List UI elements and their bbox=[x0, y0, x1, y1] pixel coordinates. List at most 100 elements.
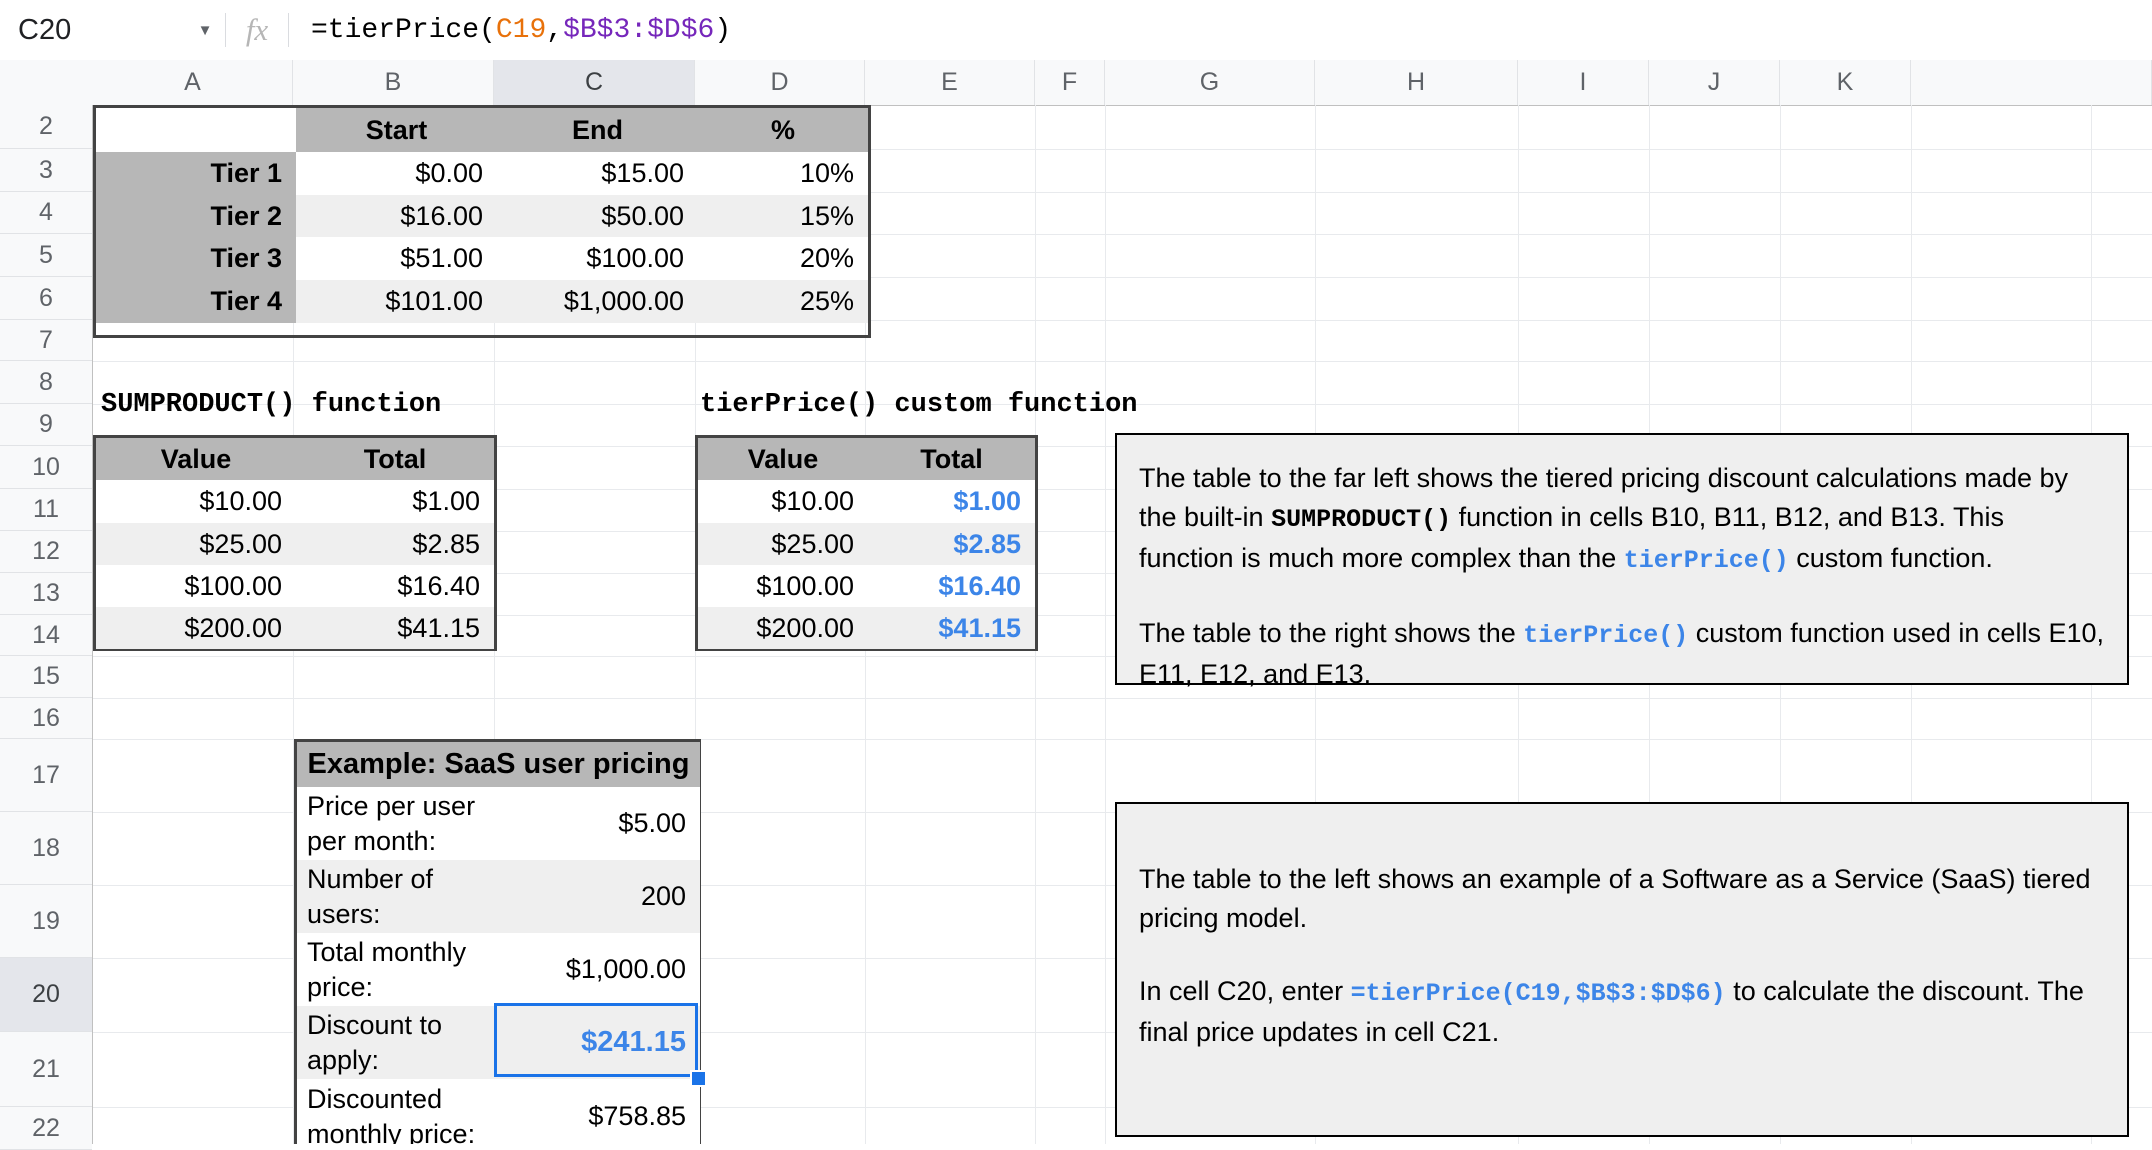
column-header-c[interactable]: C bbox=[494, 60, 695, 105]
saas-label: Discounted monthly price: bbox=[297, 1079, 497, 1144]
row-header-17[interactable]: 17 bbox=[0, 739, 92, 812]
tierprice-cell-total[interactable]: $41.15 bbox=[868, 607, 1035, 649]
tierprice-cell-value[interactable]: $10.00 bbox=[698, 480, 868, 523]
row-header-21[interactable]: 21 bbox=[0, 1032, 92, 1107]
saas-value[interactable]: 200 bbox=[497, 860, 700, 933]
column-header-e[interactable]: E bbox=[865, 60, 1035, 105]
row-header-6[interactable]: 6 bbox=[0, 277, 92, 320]
sumproduct-cell-total[interactable]: $41.15 bbox=[296, 607, 494, 649]
column-header-label: F bbox=[1061, 68, 1078, 96]
tier-cell-end[interactable]: $1,000.00 bbox=[497, 280, 698, 323]
tierprice-cell-value[interactable]: $100.00 bbox=[698, 565, 868, 607]
tier-cell-pct[interactable]: 25% bbox=[698, 280, 868, 323]
sumproduct-cell-total[interactable]: $16.40 bbox=[296, 565, 494, 607]
sumproduct-cell-value[interactable]: $25.00 bbox=[96, 523, 296, 565]
column-header-j[interactable]: J bbox=[1649, 60, 1780, 105]
column-header-f[interactable]: F bbox=[1035, 60, 1105, 105]
tier-cell-end[interactable]: $15.00 bbox=[497, 152, 698, 195]
sumproduct-cell-total[interactable]: $1.00 bbox=[296, 480, 494, 523]
tier-cell-end[interactable]: $50.00 bbox=[497, 195, 698, 237]
gridline bbox=[93, 404, 2152, 405]
row-header-4[interactable]: 4 bbox=[0, 192, 92, 234]
tier-table: Start End % Tier 1 $0.00 $15.00 10% Tier… bbox=[93, 105, 871, 338]
tier-table-corner-cell[interactable] bbox=[96, 108, 296, 152]
row-header-20[interactable]: 20 bbox=[0, 958, 92, 1032]
chevron-down-icon[interactable]: ▼ bbox=[197, 21, 213, 39]
sumproduct-header-value: Value bbox=[96, 438, 296, 480]
column-header-label: D bbox=[770, 68, 789, 96]
tierprice-cell-total[interactable]: $16.40 bbox=[868, 565, 1035, 607]
row-header-8[interactable]: 8 bbox=[0, 361, 92, 404]
column-header-a[interactable]: A bbox=[93, 60, 293, 105]
saas-value-discount[interactable]: $241.15 bbox=[497, 1006, 700, 1079]
row-header-13[interactable]: 13 bbox=[0, 573, 92, 615]
column-header-b[interactable]: B bbox=[293, 60, 494, 105]
row-header-label: 2 bbox=[39, 112, 53, 140]
tier-cell-start[interactable]: $101.00 bbox=[296, 280, 497, 323]
row-header-11[interactable]: 11 bbox=[0, 489, 92, 531]
row-header-18[interactable]: 18 bbox=[0, 812, 92, 885]
sumproduct-cell-total[interactable]: $2.85 bbox=[296, 523, 494, 565]
row-header-7[interactable]: 7 bbox=[0, 320, 92, 361]
formula-prefix: =tierPrice( bbox=[311, 14, 496, 46]
row-header-label: 21 bbox=[32, 1054, 60, 1083]
row-header-label: 13 bbox=[32, 579, 60, 607]
row-header-16[interactable]: 16 bbox=[0, 698, 92, 739]
tierprice-cell-value[interactable]: $25.00 bbox=[698, 523, 868, 565]
tier-cell-pct[interactable]: 10% bbox=[698, 152, 868, 195]
row-header-label: 15 bbox=[32, 662, 60, 690]
row-header-5[interactable]: 5 bbox=[0, 234, 92, 277]
column-header-label: I bbox=[1579, 68, 1587, 96]
fx-icon[interactable]: fx bbox=[245, 12, 269, 47]
sumproduct-cell-value[interactable]: $100.00 bbox=[96, 565, 296, 607]
tier-cell-end[interactable]: $100.00 bbox=[497, 237, 698, 280]
row-headers: 2 3 4 5 6 7 8 9 10 11 12 13 14 15 16 17 18 19 20 21 22 bbox=[0, 105, 93, 1150]
row-header-12[interactable]: 12 bbox=[0, 531, 92, 573]
saas-value[interactable]: $1,000.00 bbox=[497, 933, 700, 1006]
column-header-h[interactable]: H bbox=[1315, 60, 1518, 105]
row-header-22[interactable]: 22 bbox=[0, 1107, 92, 1150]
saas-label: Discount to apply: bbox=[297, 1006, 497, 1079]
formula-input[interactable]: =tierPrice(C19, $B$3:$D$6) bbox=[289, 0, 2152, 60]
note-bottom-p2a: In cell C20, enter bbox=[1139, 976, 1351, 1006]
row-header-label: 11 bbox=[33, 495, 59, 523]
row-header-19[interactable]: 19 bbox=[0, 885, 92, 958]
column-header-l[interactable] bbox=[1911, 60, 2152, 105]
row-header-15[interactable]: 15 bbox=[0, 656, 92, 698]
column-header-label: B bbox=[384, 68, 402, 96]
row-header-10[interactable]: 10 bbox=[0, 446, 92, 489]
sumproduct-cell-value[interactable]: $10.00 bbox=[96, 480, 296, 523]
tier-row-label: Tier 2 bbox=[96, 195, 296, 237]
column-header-i[interactable]: I bbox=[1518, 60, 1649, 105]
column-header-label: A bbox=[184, 68, 201, 96]
row-header-14[interactable]: 14 bbox=[0, 615, 92, 656]
tier-cell-start[interactable]: $51.00 bbox=[296, 237, 497, 280]
tier-cell-start[interactable]: $0.00 bbox=[296, 152, 497, 195]
row-header-label: 18 bbox=[32, 833, 60, 862]
row-header-label: 6 bbox=[39, 283, 53, 312]
column-header-label: G bbox=[1199, 68, 1220, 96]
column-header-g[interactable]: G bbox=[1105, 60, 1315, 105]
column-header-d[interactable]: D bbox=[695, 60, 865, 105]
saas-value[interactable]: $758.85 bbox=[497, 1079, 700, 1144]
saas-value[interactable]: $5.00 bbox=[497, 787, 700, 860]
name-box-value: C20 bbox=[18, 13, 72, 46]
divider bbox=[225, 13, 226, 47]
row-header-2[interactable]: 2 bbox=[0, 105, 92, 149]
row-header-9[interactable]: 9 bbox=[0, 404, 92, 446]
row-header-label: 5 bbox=[39, 240, 53, 269]
tierprice-cell-total[interactable]: $1.00 bbox=[868, 480, 1035, 523]
row-header-3[interactable]: 3 bbox=[0, 149, 92, 192]
name-box[interactable]: C20 bbox=[0, 0, 185, 60]
sumproduct-cell-value[interactable]: $200.00 bbox=[96, 607, 296, 649]
row-header-label: 4 bbox=[39, 198, 53, 226]
tierprice-cell-total[interactable]: $2.85 bbox=[868, 523, 1035, 565]
tier-row-label: Tier 4 bbox=[96, 280, 296, 323]
tierprice-cell-value[interactable]: $200.00 bbox=[698, 607, 868, 649]
tier-cell-pct[interactable]: 20% bbox=[698, 237, 868, 280]
fill-handle[interactable] bbox=[690, 1070, 707, 1087]
column-header-k[interactable]: K bbox=[1780, 60, 1911, 105]
tier-cell-start[interactable]: $16.00 bbox=[296, 195, 497, 237]
tier-cell-pct[interactable]: 15% bbox=[698, 195, 868, 237]
row-header-label: 17 bbox=[32, 760, 60, 789]
